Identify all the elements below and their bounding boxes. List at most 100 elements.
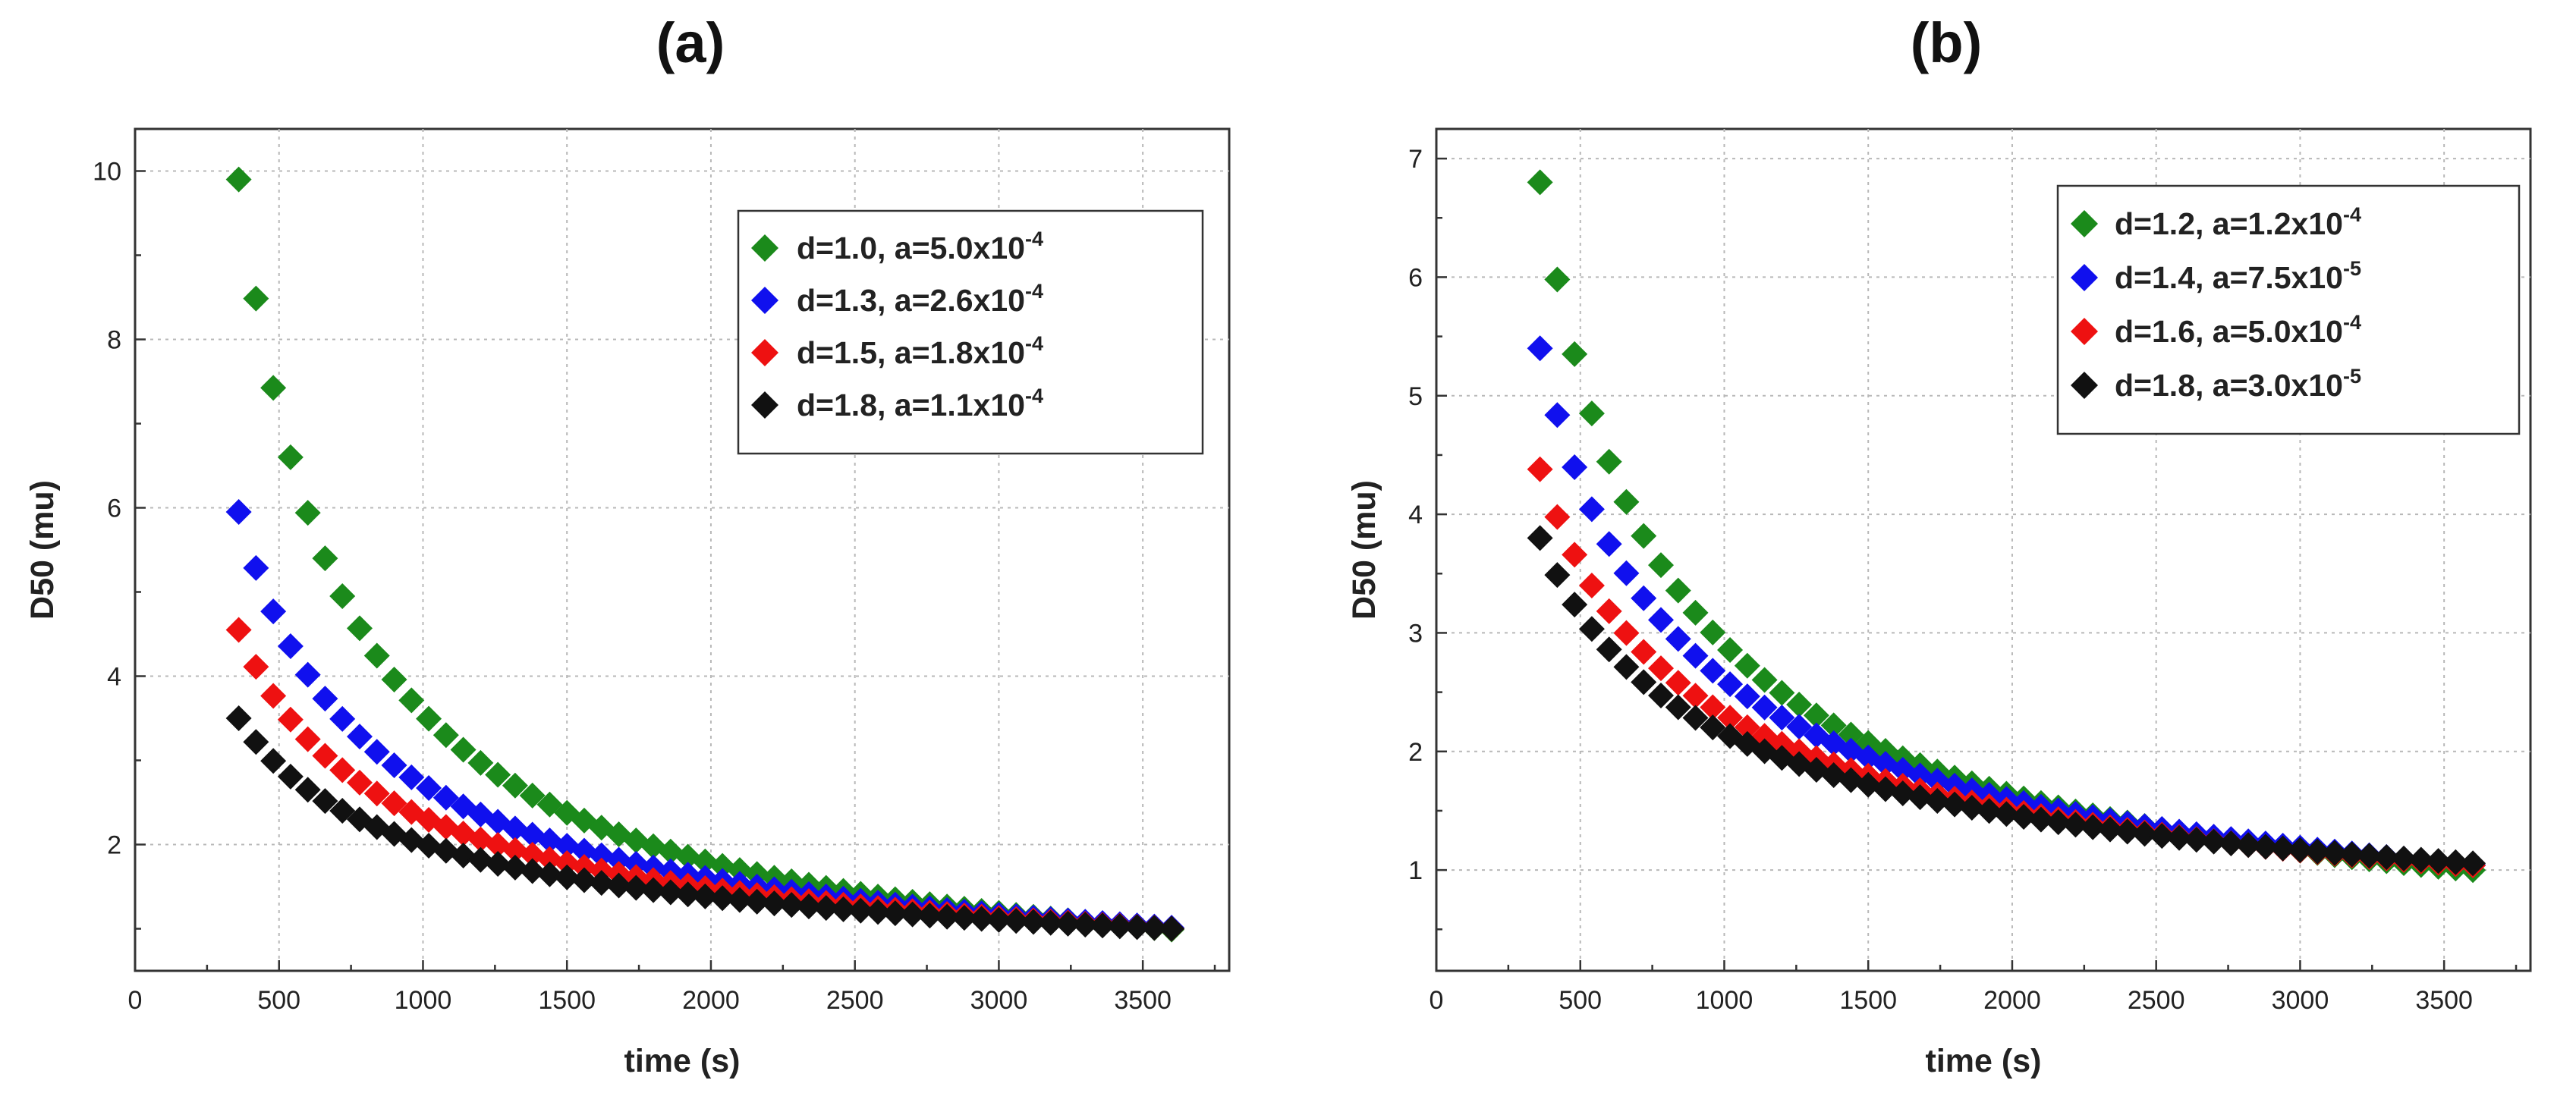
data-point [2287, 837, 2313, 863]
data-point [1527, 456, 1553, 482]
x-tick-label: 1000 [1696, 986, 1754, 1015]
y-tick-label: 5 [1408, 382, 1423, 411]
data-point [2096, 816, 2123, 843]
panel-b-data-points [1527, 169, 2486, 884]
data-point [450, 736, 477, 763]
data-point [2166, 824, 2193, 851]
data-point [312, 545, 338, 572]
data-point [312, 686, 338, 712]
data-point [329, 798, 356, 824]
data-point [2183, 827, 2210, 853]
data-point [381, 790, 407, 817]
y-tick-label: 2 [1408, 738, 1423, 767]
data-point [1700, 619, 1726, 645]
data-point [1544, 402, 1571, 429]
data-point [1872, 776, 1898, 802]
data-point [346, 724, 373, 750]
data-point [225, 166, 252, 193]
x-tick-label: 1500 [1839, 986, 1897, 1015]
data-point [709, 853, 736, 879]
data-point [329, 757, 356, 783]
data-point [1942, 791, 1968, 818]
legend-marker-1 [751, 234, 778, 262]
data-point [519, 841, 546, 868]
data-point [1734, 652, 1760, 679]
panel-a-label: (a) [656, 11, 725, 74]
data-point [1751, 694, 1778, 721]
data-point [2149, 823, 2175, 849]
data-point [1647, 655, 1674, 682]
data-point [1717, 705, 1744, 731]
panel-b-label: (b) [1911, 11, 1983, 74]
legend-marker-4 [751, 391, 778, 419]
data-point [951, 905, 977, 931]
data-point [726, 887, 753, 913]
legend-marker-3 [751, 339, 778, 366]
data-point [1682, 642, 1709, 669]
data-point [813, 895, 839, 922]
data-point [1665, 670, 1691, 696]
data-point [623, 874, 650, 901]
data-point [346, 769, 373, 796]
data-point [260, 598, 287, 625]
data-point [1003, 908, 1030, 934]
data-point [778, 892, 805, 918]
y-tick-label: 4 [1408, 501, 1423, 529]
data-point [363, 642, 390, 669]
data-point [277, 633, 304, 659]
data-point [1786, 714, 1813, 740]
data-point [1527, 335, 1553, 362]
data-point [1613, 620, 1640, 646]
panel-b-legend-label-1: d=1.2, a=1.2x10-4 [2115, 203, 2361, 241]
data-point [519, 782, 546, 809]
data-point [1872, 751, 1898, 777]
data-point [277, 444, 304, 470]
data-point [2442, 849, 2469, 875]
data-point [243, 554, 269, 581]
data-point [1924, 788, 1951, 815]
y-tick-label: 10 [93, 158, 121, 187]
data-point [519, 858, 546, 884]
x-tick-label: 500 [257, 986, 300, 1015]
data-point [1631, 585, 1657, 611]
x-tick-label: 3500 [1114, 986, 1172, 1015]
y-tick-label: 4 [107, 663, 121, 692]
data-point [312, 788, 338, 815]
data-point [243, 285, 269, 312]
data-point [1958, 795, 1985, 821]
data-point [795, 893, 822, 920]
data-point [450, 842, 477, 868]
legend-marker-2 [2071, 264, 2098, 291]
panel-b-ticks: 0 500 1000 1500 2000 2500 3000 3500 1 2 3 4 5 6 7 [1408, 145, 2518, 1015]
data-point [536, 846, 563, 872]
data-point [986, 906, 1012, 933]
x-tick-label: 2500 [826, 986, 884, 1015]
data-point [1682, 599, 1709, 626]
data-point [502, 854, 528, 881]
data-point [605, 872, 632, 899]
panel-a-legend-label-2: d=1.3, a=2.6x10-4 [797, 280, 1043, 318]
data-point [536, 861, 563, 887]
data-point [225, 617, 252, 643]
data-point [1665, 577, 1691, 604]
panel-b-legend-label-3: d=1.6, a=5.0x10-4 [2115, 311, 2361, 349]
data-point [1596, 531, 1622, 557]
data-point [2080, 814, 2106, 840]
data-point [848, 897, 874, 924]
panel-a-y-axis-title: D50 (mu) [24, 480, 61, 620]
data-point [623, 850, 650, 877]
data-point [1631, 523, 1657, 549]
data-point [1682, 683, 1709, 709]
panel-a-chart: (a) 0 500 1000 1500 2000 2500 3000 3500 2 4 6 8 10 t… [24, 11, 1231, 1079]
data-point [1124, 914, 1150, 940]
data-point [865, 899, 892, 925]
data-point [432, 784, 459, 811]
data-point [1751, 667, 1778, 693]
data-point [1613, 654, 1640, 680]
data-point [277, 763, 304, 790]
panel-b-legend-label-4: d=1.8, a=3.0x10-5 [2115, 365, 2361, 403]
y-tick-label: 3 [1408, 619, 1423, 648]
data-point [329, 583, 356, 610]
y-tick-label: 6 [1408, 263, 1423, 292]
x-tick-label: 1500 [538, 986, 596, 1015]
